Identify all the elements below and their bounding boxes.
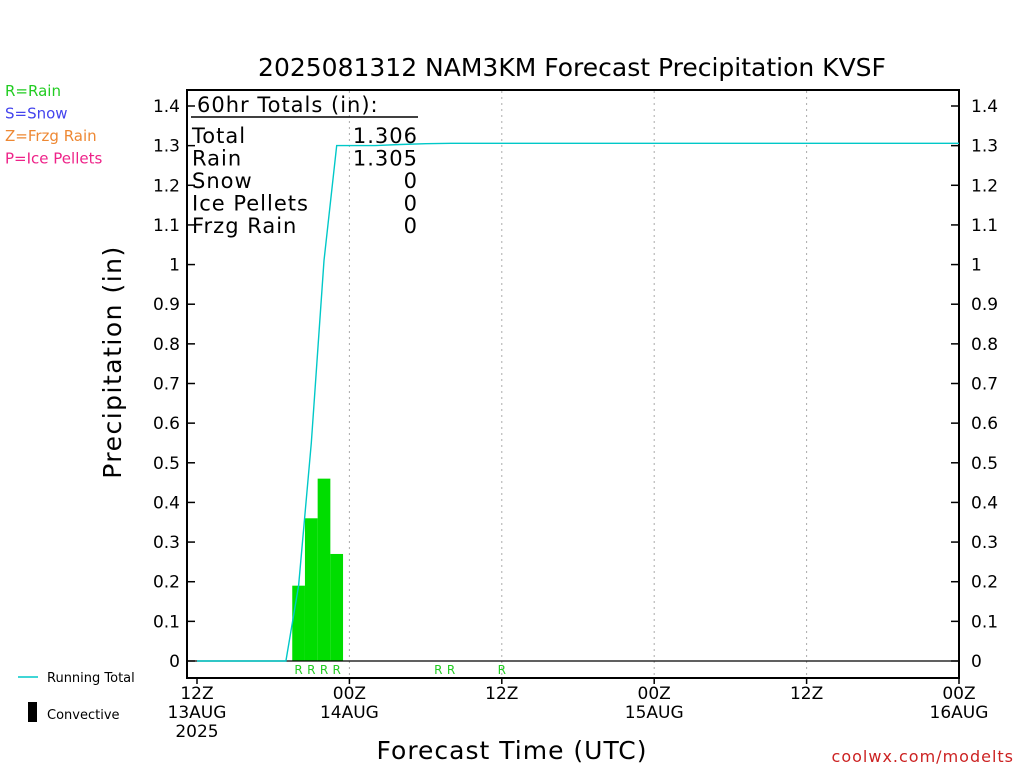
y-tick-label-left: 0.1 xyxy=(153,612,180,632)
y-tick-label-right: 1.3 xyxy=(971,137,998,157)
x-tick-label: 12Z xyxy=(790,684,823,704)
totals-row-label: Ice Pellets xyxy=(192,192,309,216)
x-tick-label: 2025 xyxy=(175,722,218,742)
y-tick-label-left: 0.3 xyxy=(153,533,180,553)
totals-row-value: 1.306 xyxy=(353,124,418,148)
running-total-series xyxy=(197,142,959,662)
y-axis-label: Precipitation (in) xyxy=(98,245,127,479)
totals-row-value: 0 xyxy=(404,214,418,238)
ptype-key-item: S=Snow xyxy=(5,105,68,123)
x-tick-label: 13AUG xyxy=(168,703,227,723)
y-axis-left: 0 0.1 0.2 0.3 0.4 0.5 0.6 0.7 0.8 0.9 1 1.1 1.2 1.3 1.… xyxy=(153,97,195,672)
running-total-legend-label: Running Total xyxy=(47,671,135,686)
ptype-marker: R xyxy=(307,663,315,677)
chart-title: 2025081312 NAM3KM Forecast Precipitation… xyxy=(258,53,886,82)
y-tick-label-left: 0.4 xyxy=(153,493,180,513)
ptype-marker: R xyxy=(320,663,328,677)
y-tick-label-left: 0.6 xyxy=(153,414,180,434)
convective-swatch xyxy=(28,702,37,722)
y-tick-label-left: 0.9 xyxy=(153,295,180,315)
ptype-marker: R xyxy=(294,663,302,677)
ptype-key-item: Z=Frzg Rain xyxy=(5,127,97,145)
y-tick-label-right: 0.3 xyxy=(971,533,998,553)
x-tick-label: 00Z xyxy=(333,684,366,704)
convective-legend-label: Convective xyxy=(47,708,120,723)
y-tick-label-right: 0.4 xyxy=(971,493,998,513)
y-tick-label-right: 0.1 xyxy=(971,612,998,632)
ptype-marker: R xyxy=(434,663,442,677)
x-tick-label: 15AUG xyxy=(625,703,684,723)
x-tick-label: 16AUG xyxy=(930,703,989,723)
precip-bar xyxy=(330,553,344,661)
precip-bar xyxy=(304,518,318,661)
y-tick-label-right: 0.8 xyxy=(971,335,998,355)
totals-row-label: Total xyxy=(191,124,246,148)
totals-row-value: 0 xyxy=(404,169,418,193)
credit-text: coolwx.com/modelts xyxy=(832,747,1014,766)
y-tick-label-left: 1.4 xyxy=(153,97,180,117)
running-total-line xyxy=(197,142,959,662)
y-tick-label-right: 0.2 xyxy=(971,573,998,593)
x-tick-label: 12Z xyxy=(180,684,213,704)
x-tick-label: 12Z xyxy=(485,684,518,704)
y-axis-right: 0 0.1 0.2 0.3 0.4 0.5 0.6 0.7 0.8 0.9 1 1.1 1.2 1.3 1.… xyxy=(951,97,998,672)
y-tick-label-right: 1 xyxy=(971,256,982,276)
y-tick-label-right: 0.9 xyxy=(971,295,998,315)
y-tick-label-left: 0 xyxy=(169,652,180,672)
precip-bar xyxy=(292,585,305,661)
y-tick-label-right: 1.4 xyxy=(971,97,998,117)
ptype-key-item: R=Rain xyxy=(5,82,61,100)
totals-row-label: Rain xyxy=(192,147,242,171)
y-tick-label-right: 0 xyxy=(971,652,982,672)
x-tick-label: 14AUG xyxy=(320,703,379,723)
y-tick-label-right: 0.5 xyxy=(971,454,998,474)
y-tick-label-left: 0.2 xyxy=(153,573,180,593)
y-tick-label-left: 1.1 xyxy=(153,216,180,236)
y-tick-label-right: 0.6 xyxy=(971,414,998,434)
y-tick-label-left: 0.8 xyxy=(153,335,180,355)
y-tick-label-right: 1.2 xyxy=(971,176,998,196)
totals-box: 60hr Totals (in): Total 1.306 Rain 1.305 Sno… xyxy=(191,93,418,238)
y-tick-label-left: 0.5 xyxy=(153,454,180,474)
ptype-marker: R xyxy=(498,663,506,677)
ptype-marker: R xyxy=(447,663,455,677)
ptype-key: R=Rain S=Snow Z=Frzg Rain P=Ice Pellets xyxy=(5,82,102,168)
x-tick-label: 00Z xyxy=(638,684,671,704)
x-tick-label: 00Z xyxy=(942,684,975,704)
totals-row-value: 0 xyxy=(404,192,418,216)
totals-row-value: 1.305 xyxy=(353,147,418,171)
x-axis-label: Forecast Time (UTC) xyxy=(377,736,648,765)
gridlines xyxy=(348,91,808,677)
y-tick-label-left: 1.2 xyxy=(153,176,180,196)
y-tick-label-right: 0.7 xyxy=(971,375,998,395)
totals-header: 60hr Totals (in): xyxy=(197,93,379,117)
totals-row-label: Frzg Rain xyxy=(192,214,297,238)
y-tick-label-left: 1 xyxy=(169,256,180,276)
totals-row-label: Snow xyxy=(192,169,253,193)
ptype-key-item: P=Ice Pellets xyxy=(5,150,102,168)
precip-bar xyxy=(317,478,331,661)
y-tick-label-right: 1.1 xyxy=(971,216,998,236)
y-tick-label-left: 0.7 xyxy=(153,375,180,395)
y-tick-label-left: 1.3 xyxy=(153,137,180,157)
ptype-marker: R xyxy=(333,663,341,677)
